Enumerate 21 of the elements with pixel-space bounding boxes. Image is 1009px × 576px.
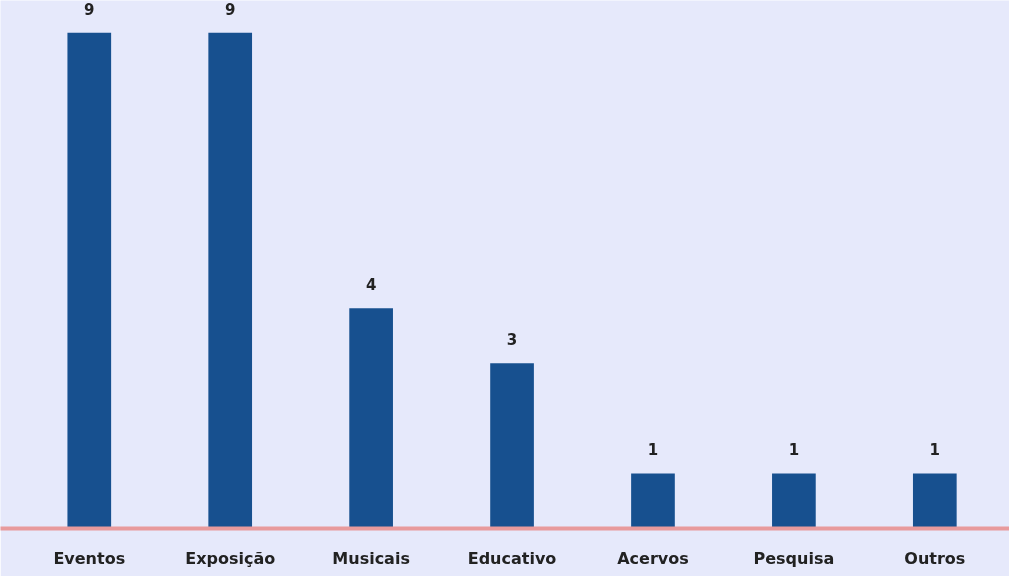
bar [67,32,112,529]
x-tick-label: Pesquisa [753,548,835,568]
bar [208,32,253,529]
x-tick-label: Acervos [617,548,689,568]
data-label: 9 [84,0,95,19]
bar [349,308,393,529]
bar [631,473,675,529]
x-tick-label: Outros [904,548,966,568]
x-tick-label: Educativo [467,548,557,568]
data-label: 3 [506,331,518,350]
x-tick-label: Exposição [185,548,276,568]
bar [772,473,816,529]
bar [490,363,534,529]
x-tick-label: Musicais [332,548,410,568]
x-tick-label: Eventos [53,548,126,568]
data-label: 1 [647,441,659,460]
data-label: 1 [788,441,800,460]
data-label: 1 [929,441,941,460]
data-label: 4 [365,276,377,295]
bar [912,473,957,529]
data-label: 9 [224,0,236,19]
